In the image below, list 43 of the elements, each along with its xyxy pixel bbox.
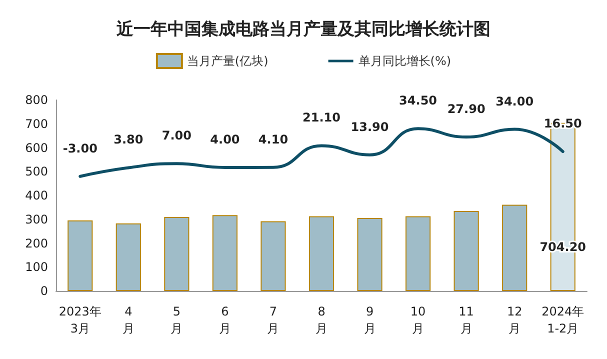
bar xyxy=(260,221,286,291)
x-tick-label: 2023年 3月 xyxy=(58,304,102,336)
x-tick-label: 10 月 xyxy=(410,304,426,336)
bar xyxy=(212,215,238,291)
x-tick-label: 8 月 xyxy=(316,304,328,336)
data-label: -3.00 xyxy=(62,141,98,156)
data-label: 7.00 xyxy=(162,128,192,143)
data-label: 4.00 xyxy=(210,132,240,146)
bar xyxy=(308,216,334,291)
data-label: 4.10 xyxy=(258,132,288,146)
data-label: 3.80 xyxy=(114,132,144,147)
y-tick-label: 100 xyxy=(25,260,48,274)
y-tick-label: 400 xyxy=(25,188,48,202)
bar xyxy=(116,223,141,291)
bar xyxy=(164,216,190,291)
legend-label: 当月产量(亿块) xyxy=(186,54,268,68)
y-tick-label: 0 xyxy=(40,284,48,298)
x-tick-label: 6 月 xyxy=(218,304,231,336)
bar xyxy=(357,218,382,291)
y-tick-label: 500 xyxy=(25,164,48,179)
x-tick-label: 7 月 xyxy=(267,304,280,336)
y-tick-label: 200 xyxy=(25,236,48,250)
x-tick-label: 11 月 xyxy=(458,304,474,336)
data-label: 27.90 xyxy=(447,102,486,116)
data-label: 34.00 xyxy=(496,94,534,108)
x-tick-label: 9 月 xyxy=(364,304,376,336)
y-tick-label: 800 xyxy=(25,93,48,107)
x-tick-label: 2024年 1-2月 xyxy=(542,304,584,336)
data-label: 34.50 xyxy=(399,94,438,108)
x-tick-label: 12 月 xyxy=(506,304,522,336)
legend-label: 单月同比增长(%) xyxy=(358,54,452,68)
x-tick-label: 4 月 xyxy=(122,304,134,336)
y-tick-label: 300 xyxy=(25,212,48,226)
y-tick-label: 700 xyxy=(25,116,48,131)
x-tick-label: 5 月 xyxy=(170,304,183,336)
bar xyxy=(68,220,93,291)
data-label: 13.90 xyxy=(350,120,389,134)
bar xyxy=(502,204,528,291)
bar xyxy=(454,211,479,291)
bar xyxy=(405,216,431,291)
y-tick-label: 600 xyxy=(25,140,48,155)
data-label: 21.10 xyxy=(302,110,340,125)
chart-title: 近一年中国集成电路当月产量及其同比增长统计图 xyxy=(116,20,490,40)
